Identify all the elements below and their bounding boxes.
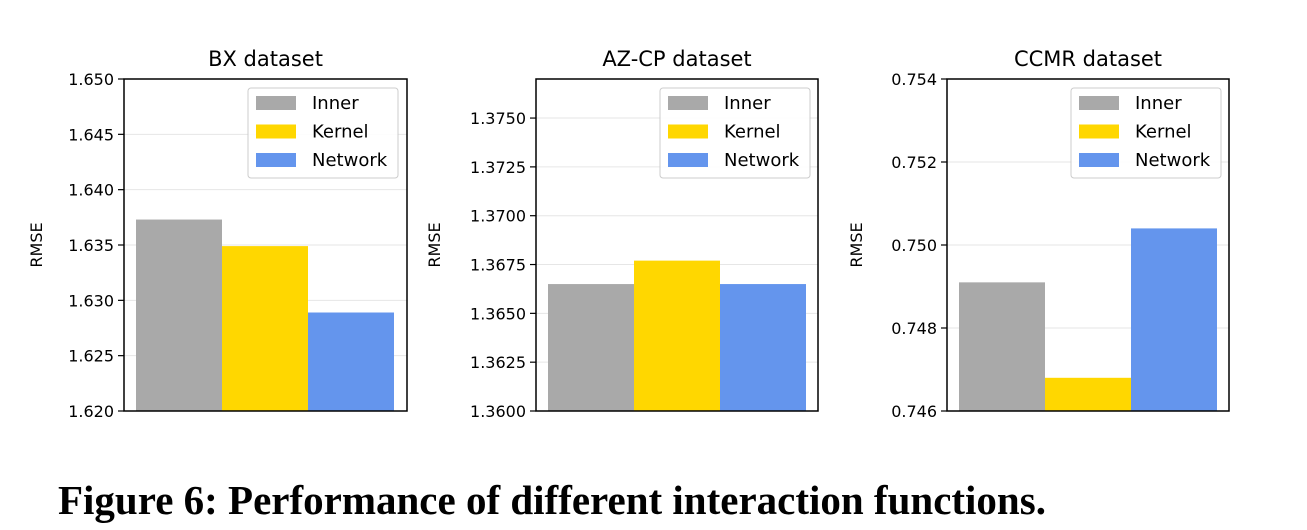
y-tick-label: 1.3650: [470, 304, 526, 323]
y-axis-label: RMSE: [847, 222, 866, 267]
y-tick-label: 1.3725: [470, 158, 526, 177]
bar-kernel: [634, 260, 720, 411]
y-tick-label: 1.640: [68, 181, 114, 200]
y-tick-label: 1.625: [68, 347, 114, 366]
y-tick-label: 1.3625: [470, 353, 526, 372]
legend-label: Kernel: [1135, 122, 1192, 143]
figure: 1.620 1.625 1.630 1.635 1.640 1.645 1.650 BX da…: [27, 47, 1230, 421]
bar-inner: [136, 219, 222, 411]
legend-label: Network: [1135, 150, 1211, 171]
y-tick-label: 0.746: [891, 402, 937, 421]
legend-swatch-inner: [256, 96, 296, 110]
legend-label: Inner: [312, 93, 359, 114]
legend-swatch-kernel: [668, 124, 708, 139]
legend-label: Inner: [1135, 93, 1182, 114]
y-tick-label: 0.750: [891, 236, 937, 255]
legend-label: Kernel: [312, 122, 369, 143]
legend-swatch-inner: [668, 96, 708, 110]
legend: Inner Kernel Network: [659, 87, 811, 179]
legend: Inner Kernel Network: [1070, 87, 1222, 179]
bar-network: [720, 284, 806, 411]
legend-swatch-kernel: [1079, 124, 1119, 139]
y-tick-label: 1.620: [68, 402, 114, 421]
y-tick-label: 0.752: [891, 153, 937, 172]
y-tick-label: 1.650: [68, 70, 114, 89]
legend-swatch-network: [1079, 153, 1119, 167]
y-tick-label: 1.3675: [470, 256, 526, 275]
legend-swatch-kernel: [256, 124, 296, 139]
y-tick-label: 1.645: [68, 125, 114, 144]
chart-title: BX dataset: [208, 47, 323, 71]
chart-panel: 1.3600 1.3625 1.3650 1.3675 1.3700 1.3725 1.37…: [425, 47, 819, 421]
legend-label: Kernel: [724, 122, 781, 143]
bar-network: [1131, 228, 1217, 411]
axes-frame: [123, 78, 408, 412]
legend-swatch-inner: [1079, 96, 1119, 110]
chart-panel: 0.746 0.748 0.750 0.752 0.754 CCMR dataset RMS…: [847, 47, 1230, 421]
figure-caption: Figure 6: Performance of different inter…: [58, 477, 1046, 523]
bar-kernel: [1045, 377, 1131, 411]
bar-inner: [548, 284, 634, 411]
y-axis-label: RMSE: [27, 222, 46, 267]
axes-frame: [535, 78, 819, 412]
y-axis-label: RMSE: [425, 222, 444, 267]
bar-inner: [959, 282, 1045, 411]
chart-panel: 1.620 1.625 1.630 1.635 1.640 1.645 1.650 BX da…: [27, 47, 408, 421]
chart-title: CCMR dataset: [1014, 47, 1162, 71]
legend: Inner Kernel Network: [247, 87, 399, 179]
y-tick-label: 1.3600: [470, 402, 526, 421]
chart-title: AZ-CP dataset: [602, 47, 751, 71]
legend-label: Inner: [724, 93, 771, 114]
y-tick-label: 0.748: [891, 319, 937, 338]
y-tick-label: 1.630: [68, 291, 114, 310]
legend-swatch-network: [256, 153, 296, 167]
legend-label: Network: [312, 150, 388, 171]
bar-network: [308, 312, 394, 411]
axes-frame: [946, 78, 1230, 412]
y-tick-label: 1.3700: [470, 207, 526, 226]
y-tick-label: 1.635: [68, 236, 114, 255]
y-tick-label: 1.3750: [470, 109, 526, 128]
bar-kernel: [222, 246, 308, 411]
legend-label: Network: [724, 150, 800, 171]
y-tick-label: 0.754: [891, 70, 937, 89]
legend-swatch-network: [668, 153, 708, 167]
